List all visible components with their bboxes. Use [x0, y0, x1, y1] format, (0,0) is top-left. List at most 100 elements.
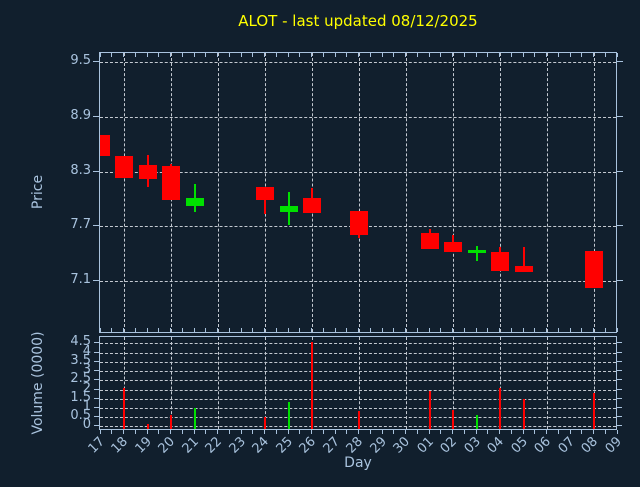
day-tick-boundary: [358, 328, 359, 332]
volume-tick-mark: [617, 360, 622, 362]
day-tick-top: [440, 53, 442, 57]
volume-tick-mark: [94, 397, 99, 399]
volume-tick-label: 4.5: [70, 334, 91, 350]
day-tick-boundary: [158, 328, 160, 332]
day-tick-boundary: [428, 328, 430, 332]
day-tick-bottom: [475, 430, 477, 434]
day-tick-top: [346, 53, 348, 57]
volume-tick-mark: [617, 416, 622, 418]
volume-tick-mark: [94, 360, 99, 362]
day-tick-boundary: [99, 328, 101, 332]
day-tick-top: [581, 53, 583, 57]
day-tick-boundary: [522, 328, 524, 332]
day-tick-bottom: [428, 430, 430, 434]
day-gridline: [500, 53, 501, 332]
day-tick-boundary: [381, 328, 383, 332]
day-tick-boundary: [593, 328, 594, 332]
day-tick-boundary: [264, 328, 265, 332]
day-tick-bottom: [146, 430, 148, 434]
volume-tick-label: 3.5: [70, 352, 91, 368]
candle-body-17: [100, 135, 110, 157]
price-gridline: [100, 116, 616, 118]
day-tick-boundary: [393, 328, 395, 332]
day-tick-boundary: [134, 328, 136, 332]
day-tick-boundary: [228, 328, 230, 332]
day-tick-boundary: [170, 328, 171, 332]
day-tick-top: [311, 53, 312, 57]
day-tick-top: [299, 53, 301, 57]
day-gridline: [124, 337, 125, 429]
day-tick-bottom: [217, 430, 218, 434]
price-tick-mark: [617, 115, 623, 117]
day-tick-boundary: [546, 328, 547, 332]
day-tick-top: [463, 53, 465, 57]
volume-gridline: [100, 380, 616, 382]
price-tick-label: 8.3: [70, 162, 91, 178]
day-tick-top: [252, 53, 254, 57]
day-tick-top: [158, 53, 160, 57]
volume-bar-28: [358, 410, 360, 429]
volume-bar-26: [311, 341, 313, 429]
candle-body-19: [138, 165, 157, 179]
day-tick-boundary: [405, 328, 406, 332]
day-tick-boundary: [181, 328, 183, 332]
day-gridline: [500, 337, 501, 429]
day-tick-top: [393, 53, 395, 57]
day-tick-bottom: [463, 430, 465, 434]
day-tick-top: [452, 53, 453, 57]
day-tick-bottom: [123, 430, 124, 434]
day-tick-top: [534, 53, 536, 57]
candle-body-08: [585, 250, 603, 289]
day-tick-top: [181, 53, 183, 57]
day-tick-boundary: [510, 328, 512, 332]
volume-tick-mark: [617, 370, 622, 372]
day-gridline: [265, 337, 266, 429]
day-tick-top: [593, 53, 594, 57]
day-tick-bottom: [358, 430, 359, 434]
day-tick-bottom: [193, 430, 195, 434]
day-tick-bottom: [604, 430, 606, 434]
day-tick-top: [134, 53, 136, 57]
day-tick-top: [416, 53, 418, 57]
day-tick-bottom: [393, 430, 395, 434]
day-tick-boundary: [299, 328, 301, 332]
candle-body-20: [162, 166, 180, 200]
candle-body-05: [514, 265, 533, 272]
candle-body-28: [350, 210, 368, 236]
day-tick-top: [358, 53, 359, 57]
day-gridline: [124, 53, 125, 332]
candle-wick-24: [264, 187, 266, 215]
day-tick-bottom: [322, 430, 324, 434]
volume-gridline: [100, 361, 616, 363]
day-gridline: [453, 337, 454, 429]
volume-bar-03: [475, 415, 478, 429]
day-tick-top: [604, 53, 606, 57]
day-tick-top: [487, 53, 489, 57]
day-tick-boundary: [322, 328, 324, 332]
day-tick-bottom: [581, 430, 583, 434]
volume-gridline: [100, 389, 616, 391]
volume-tick-mark: [94, 425, 99, 427]
day-tick-bottom: [334, 430, 336, 434]
day-tick-boundary: [123, 328, 124, 332]
volume-bar-08: [593, 393, 595, 429]
day-tick-bottom: [569, 430, 571, 434]
price-gridline: [100, 281, 616, 283]
candle-body-25: [279, 206, 298, 212]
day-tick-top: [228, 53, 230, 57]
day-gridline: [594, 337, 595, 429]
day-tick-bottom: [440, 430, 442, 434]
price-tick-label: 7.1: [70, 272, 91, 288]
price-tick-mark: [93, 115, 99, 117]
price-gridline: [100, 171, 616, 173]
candle-body-26: [303, 198, 321, 213]
day-tick-top: [123, 53, 124, 57]
day-tick-top: [170, 53, 171, 57]
volume-bar-04: [499, 387, 501, 429]
day-gridline: [171, 337, 172, 429]
day-tick-bottom: [99, 430, 101, 434]
day-tick-boundary: [534, 328, 536, 332]
day-tick-top: [522, 53, 524, 57]
day-tick-boundary: [275, 328, 277, 332]
day-tick-boundary: [146, 328, 148, 332]
